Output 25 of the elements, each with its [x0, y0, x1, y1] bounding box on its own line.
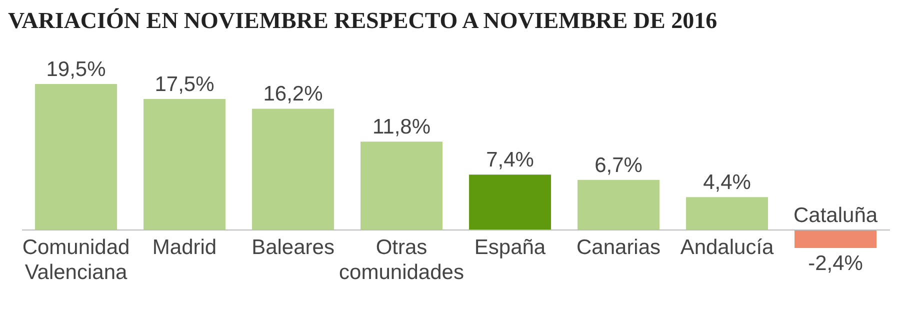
x-tick-label: Canarias	[576, 236, 661, 260]
x-tick-label: Otras comunidades	[339, 236, 464, 284]
x-tick-label: Madrid	[152, 236, 217, 260]
bar	[252, 108, 334, 230]
data-label: 17,5%	[154, 72, 214, 96]
x-tick-label: Andalucía	[680, 236, 774, 260]
data-label: 19,5%	[46, 58, 106, 81]
data-label: -2,4%	[808, 252, 863, 275]
bar	[360, 142, 443, 230]
bar	[794, 230, 877, 248]
data-label: 6,7%	[594, 154, 642, 177]
bar	[144, 98, 226, 230]
x-tick-label: España	[474, 236, 546, 260]
data-label: 7,4%	[486, 148, 534, 172]
data-label: 16,2%	[263, 82, 323, 106]
x-tick-label: Comunidad Valenciana	[22, 236, 130, 284]
data-label: 11,8%	[372, 116, 431, 139]
data-label: 4,4%	[703, 171, 751, 194]
bar	[686, 197, 768, 230]
bar	[469, 174, 552, 230]
chart-title: VARIACIÓN EN NOVIEMBRE RESPECTO A NOVIEMBRE DE 2016	[8, 8, 718, 34]
bar	[578, 180, 660, 230]
x-tick-label: Baleares	[252, 236, 334, 260]
bar	[35, 84, 118, 230]
x-tick-label: Cataluña	[793, 204, 878, 228]
